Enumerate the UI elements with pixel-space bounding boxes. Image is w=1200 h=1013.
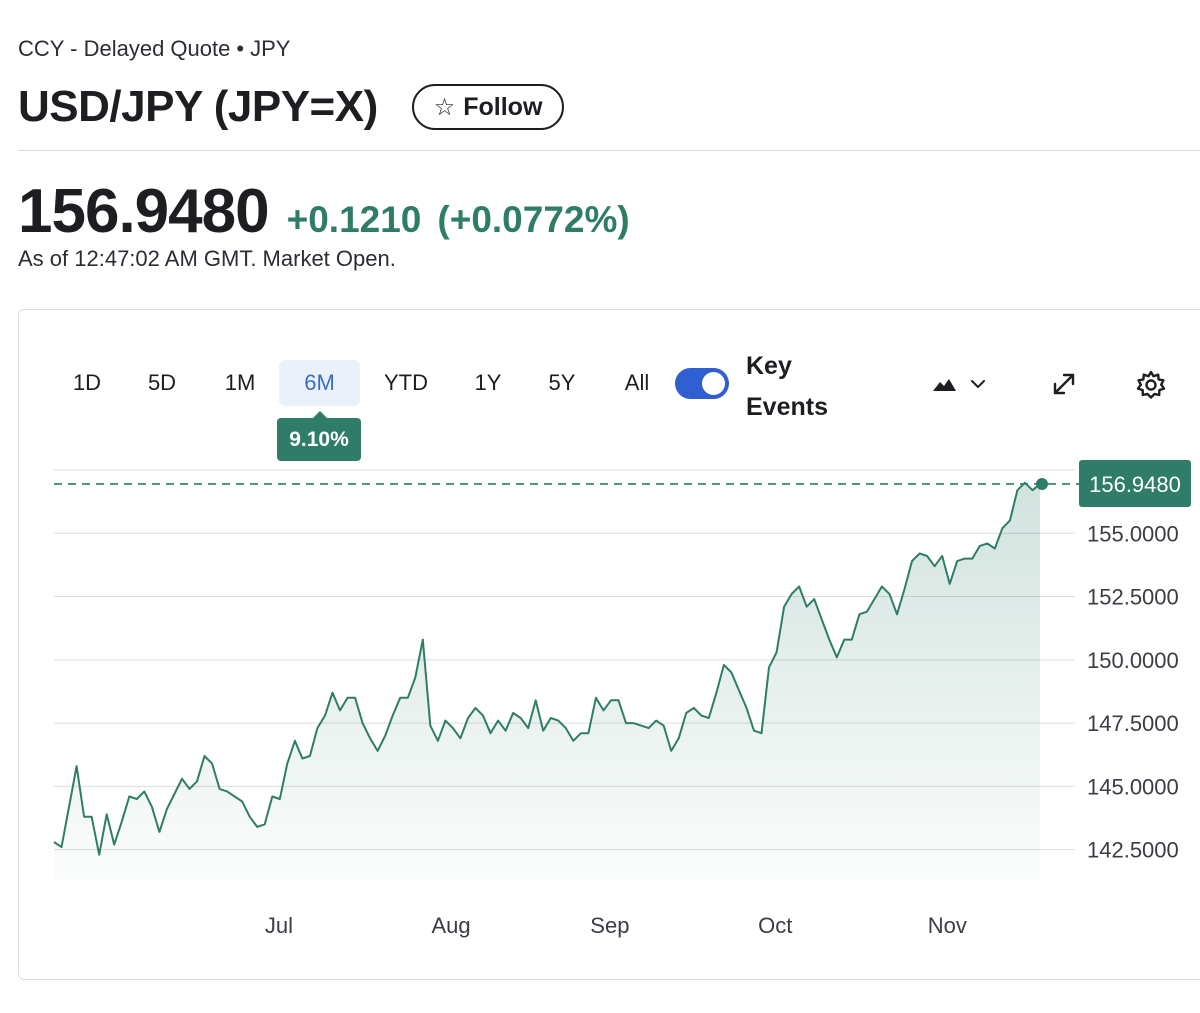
chevron-down-icon: [971, 380, 985, 388]
key-events-label: Key Events: [746, 352, 828, 421]
range-change-badge: 9.10%: [277, 411, 361, 461]
tab-range-1d[interactable]: 1D: [72, 370, 102, 395]
y-tick-label: 155.0000: [1087, 521, 1179, 546]
expand-button[interactable]: [1048, 368, 1080, 400]
mountain-chart-icon: [933, 379, 956, 391]
x-tick-label: Oct: [758, 913, 792, 938]
current-price-label: 156.9480: [1089, 472, 1181, 497]
chart-type-button[interactable]: [930, 368, 990, 402]
y-tick-label: 142.5000: [1087, 838, 1179, 863]
follow-button[interactable]: ☆ Follow: [411, 84, 565, 130]
price-change: +0.1210: [286, 199, 422, 240]
y-tick-label: 147.5000: [1087, 711, 1179, 736]
page-title: USD/JPY (JPY=X): [18, 82, 378, 131]
tab-range-ytd[interactable]: YTD: [384, 370, 428, 395]
x-tick-label: Jul: [265, 913, 293, 938]
price-line: [53, 481, 1041, 856]
header-divider: [18, 150, 1200, 151]
settings-button[interactable]: [1134, 368, 1168, 402]
price-change-percent: (+0.0772%): [437, 199, 630, 240]
quote-row: 156.9480 +0.1210 (+0.0772%): [18, 176, 630, 247]
exchange-line: CCY - Delayed Quote • JPY: [18, 36, 290, 62]
tab-range-5y[interactable]: 5Y: [548, 370, 576, 395]
x-tick-label: Nov: [928, 913, 967, 938]
star-outline-icon: ☆: [433, 93, 456, 121]
x-tick-label: Aug: [431, 913, 470, 938]
expand-icon: [1053, 373, 1075, 395]
key-events-toggle[interactable]: [675, 368, 729, 399]
toggle-knob: [702, 372, 725, 395]
tab-range-1y[interactable]: 1Y: [474, 370, 502, 395]
tab-range-6m[interactable]: 6M: [279, 360, 360, 406]
gear-icon: [1136, 370, 1166, 399]
tab-range-all[interactable]: All: [624, 370, 650, 395]
area-fill: [54, 482, 1040, 880]
currency-label: JPY: [250, 36, 291, 61]
current-price: 156.9480: [18, 177, 270, 246]
separator-dot: •: [236, 36, 245, 61]
follow-label: Follow: [463, 92, 543, 121]
current-price-dot: [1036, 477, 1048, 490]
current-price-tag: [1079, 459, 1191, 507]
tab-range-1m[interactable]: 1M: [224, 370, 256, 395]
y-tick-label: 150.0000: [1087, 648, 1179, 673]
exchange-name: CCY - Delayed Quote: [18, 36, 231, 61]
title-row: USD/JPY (JPY=X) ☆ Follow: [18, 82, 565, 132]
as-of-status: As of 12:47:02 AM GMT. Market Open.: [18, 246, 396, 271]
y-tick-label: 152.5000: [1087, 585, 1179, 610]
y-tick-label: 145.0000: [1087, 774, 1179, 799]
tab-range-5d[interactable]: 5D: [147, 370, 177, 395]
x-tick-label: Sep: [590, 913, 629, 938]
